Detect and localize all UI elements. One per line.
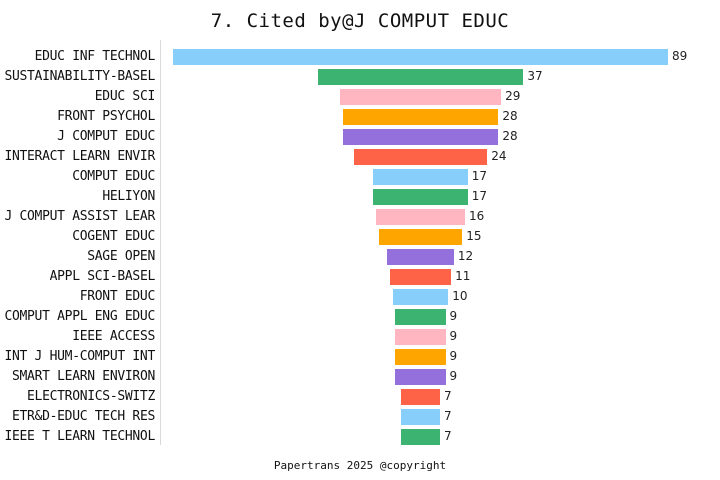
value-label: 28	[502, 109, 518, 123]
bar-row: EDUC INF TECHNOL 89	[0, 47, 720, 67]
bar-row: J COMPUT ASSIST LEAR 16	[0, 207, 720, 227]
value-label: 10	[452, 289, 468, 303]
value-label: 12	[457, 249, 474, 263]
value-label: 17	[471, 189, 488, 203]
value-label: 89	[672, 49, 688, 63]
bar	[395, 369, 446, 385]
category-label: COGENT EDUC	[72, 229, 155, 244]
bar-row: SAGE OPEN 12	[0, 247, 720, 267]
category-label: APPL SCI-BASEL	[49, 269, 156, 284]
bar-row: INT J HUM-COMPUT INT 9	[0, 347, 720, 367]
value-label: 11	[455, 269, 471, 283]
bar	[387, 249, 454, 265]
bar-row: APPL SCI-BASEL 11	[0, 267, 720, 287]
bar-row: COMPUT APPL ENG EDUC 9	[0, 307, 720, 327]
category-label: IEEE ACCESS	[72, 329, 155, 344]
bar	[378, 229, 463, 245]
bar-row: FRONT PSYCHOL 28	[0, 107, 720, 127]
bar	[401, 409, 440, 425]
bar-row: SMART LEARN ENVIRON 9	[0, 367, 720, 387]
category-label: COMPUT EDUC	[72, 169, 155, 184]
value-label: 24	[491, 149, 507, 163]
value-label: 29	[505, 89, 521, 103]
category-label: FRONT EDUC	[79, 289, 156, 304]
bar	[342, 129, 499, 145]
bar	[401, 389, 440, 405]
bar	[395, 329, 446, 345]
bar-row: ETR&D-EDUC TECH RES 7	[0, 407, 720, 427]
bar-row: EDUC SCI 29	[0, 87, 720, 107]
bar-row: IEEE T LEARN TECHNOL 7	[0, 427, 720, 447]
bar	[173, 49, 668, 65]
bar	[376, 209, 465, 225]
category-label: SAGE OPEN	[87, 249, 155, 264]
bar	[401, 429, 440, 445]
category-label: IEEE T LEARN TECHNOL	[4, 429, 155, 444]
category-label: ELECTRONICS-SWITZ	[27, 389, 155, 404]
value-label: 9	[449, 309, 458, 323]
value-label: 15	[466, 229, 482, 243]
bar-row: SUSTAINABILITY-BASEL 37	[0, 67, 720, 87]
value-label: 16	[468, 209, 485, 223]
bar	[395, 349, 446, 365]
value-label: 7	[443, 389, 452, 403]
category-label: INT J HUM-COMPUT INT	[4, 349, 155, 364]
value-label: 7	[443, 429, 452, 443]
chart-title: 7. Cited by@J COMPUT EDUC	[210, 10, 510, 32]
bar-row: COMPUT EDUC 17	[0, 167, 720, 187]
bar	[395, 309, 446, 325]
category-label: SMART LEARN ENVIRON	[11, 369, 155, 384]
category-label: EDUC SCI	[94, 89, 156, 104]
bar-row: HELIYON 17	[0, 187, 720, 207]
bar-row: INTERACT LEARN ENVIR 24	[0, 147, 720, 167]
category-label: FRONT PSYCHOL	[57, 109, 155, 124]
value-label: 9	[449, 329, 458, 343]
category-label: J COMPUT ASSIST LEAR	[4, 209, 155, 224]
category-label: COMPUT APPL ENG EDUC	[4, 309, 155, 324]
bar-row: J COMPUT EDUC 28	[0, 127, 720, 147]
bar	[353, 149, 488, 165]
bar	[317, 69, 524, 85]
bar-row: IEEE ACCESS 9	[0, 327, 720, 347]
bar-row: FRONT EDUC 10	[0, 287, 720, 307]
category-label: J COMPUT EDUC	[57, 129, 155, 144]
category-label: EDUC INF TECHNOL	[34, 49, 156, 64]
value-label: 28	[502, 129, 518, 143]
value-label: 17	[471, 169, 488, 183]
category-label: ETR&D-EDUC TECH RES	[11, 409, 155, 424]
value-label: 9	[449, 349, 458, 363]
bar-row: ELECTRONICS-SWITZ 7	[0, 387, 720, 407]
category-label: HELIYON	[102, 189, 155, 204]
category-label: INTERACT LEARN ENVIR	[4, 149, 155, 164]
bar	[373, 169, 468, 185]
value-label: 7	[443, 409, 452, 423]
value-label: 37	[527, 69, 543, 83]
value-label: 9	[449, 369, 458, 383]
bar	[339, 89, 502, 105]
category-label: SUSTAINABILITY-BASEL	[4, 69, 155, 84]
bar-row: COGENT EDUC 15	[0, 227, 720, 247]
footer-copyright: Papertrans 2025 @copyright	[273, 459, 447, 472]
bar	[373, 189, 468, 205]
y-axis-line	[160, 40, 161, 445]
bar	[389, 269, 452, 285]
bar	[342, 109, 499, 125]
bar	[392, 289, 449, 305]
